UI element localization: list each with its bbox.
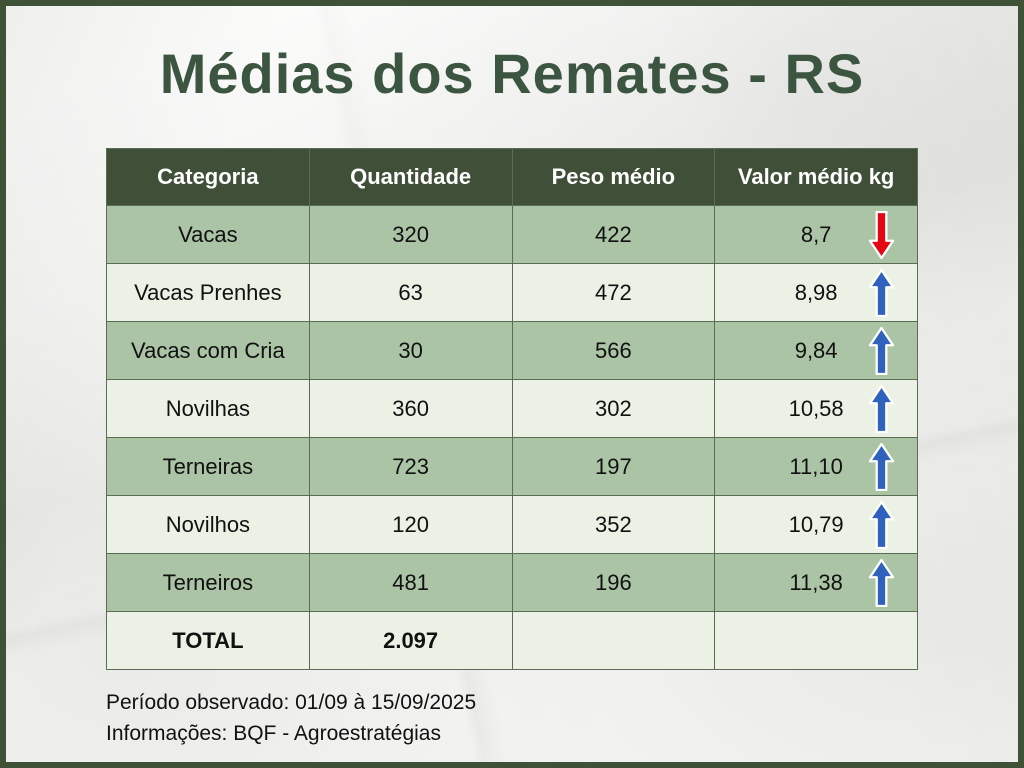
value-text: 9,84 [794,337,838,363]
table-body: Vacas 320 422 8,7 Vacas Prenhes 63 472 8… [106,205,918,671]
quantity-cell: 120 [308,495,513,555]
value-text: 10,79 [788,511,844,537]
value-cell: 9,84 [714,321,918,381]
table-row: Terneiros 481 196 11,38 [106,553,918,613]
trend-down-icon [868,210,895,259]
category-cell: Terneiras [106,437,310,497]
quantity-cell: 320 [308,205,513,265]
quantity-cell: 723 [308,437,513,497]
table-row: Terneiras 723 197 11,10 [106,437,918,497]
weight-cell: 422 [511,205,716,265]
trend-up-icon [868,442,895,491]
footer-notes: Período observado: 01/09 à 15/09/2025 In… [106,688,1018,749]
column-header-quantidade: Quantidade [308,148,513,207]
quantity-cell: 2.097 [308,611,513,671]
quantity-cell: 30 [308,321,513,381]
value-text: 10,58 [788,395,844,421]
value-cell: 11,38 [714,553,918,613]
value-cell [714,611,918,671]
value-text: 8,98 [794,279,838,305]
category-cell: Vacas Prenhes [106,263,310,323]
trend-up-icon [868,558,895,607]
trend-up-icon [868,384,895,433]
weight-cell: 196 [511,553,716,613]
table-row: Vacas com Cria 30 566 9,84 [106,321,918,381]
table-row: Vacas 320 422 8,7 [106,205,918,265]
total-row: TOTAL 2.097 [106,611,918,671]
value-cell: 10,79 [714,495,918,555]
category-cell: TOTAL [106,611,310,671]
table-row: Novilhos 120 352 10,79 [106,495,918,555]
quantity-cell: 360 [308,379,513,439]
header-row: Categoria Quantidade Peso médio Valor mé… [106,148,918,207]
value-cell: 8,98 [714,263,918,323]
quantity-cell: 481 [308,553,513,613]
weight-cell: 472 [511,263,716,323]
weight-cell [511,611,716,671]
weight-cell: 302 [511,379,716,439]
weight-cell: 566 [511,321,716,381]
value-cell: 8,7 [714,205,918,265]
value-text: 11,10 [789,453,843,479]
category-cell: Terneiros [106,553,310,613]
table-row: Novilhas 360 302 10,58 [106,379,918,439]
weight-cell: 352 [511,495,716,555]
value-cell: 11,10 [714,437,918,497]
category-cell: Vacas com Cria [106,321,310,381]
observed-period-text: Período observado: 01/09 à 15/09/2025 [106,691,477,715]
value-cell: 10,58 [714,379,918,439]
column-header-categoria: Categoria [106,148,310,207]
info-source-text: Informações: BQF - Agroestratégias [106,721,441,745]
page-title: Médias dos Remates - RS [159,42,865,105]
column-header-valor-medio: Valor médio kg [714,148,918,207]
table-row: Vacas Prenhes 63 472 8,98 [106,263,918,323]
quantity-cell: 63 [308,263,513,323]
category-cell: Novilhos [106,495,310,555]
category-cell: Novilhas [106,379,310,439]
averages-table: Categoria Quantidade Peso médio Valor mé… [106,148,918,671]
value-text: 11,38 [789,569,843,595]
trend-up-icon [868,268,895,317]
trend-up-icon [868,326,895,375]
value-text: 8,7 [800,221,832,247]
column-header-peso-medio: Peso médio [511,148,716,207]
trend-up-icon [868,500,895,549]
category-cell: Vacas [106,205,310,265]
table-header: Categoria Quantidade Peso médio Valor mé… [106,148,918,207]
weight-cell: 197 [511,437,716,497]
